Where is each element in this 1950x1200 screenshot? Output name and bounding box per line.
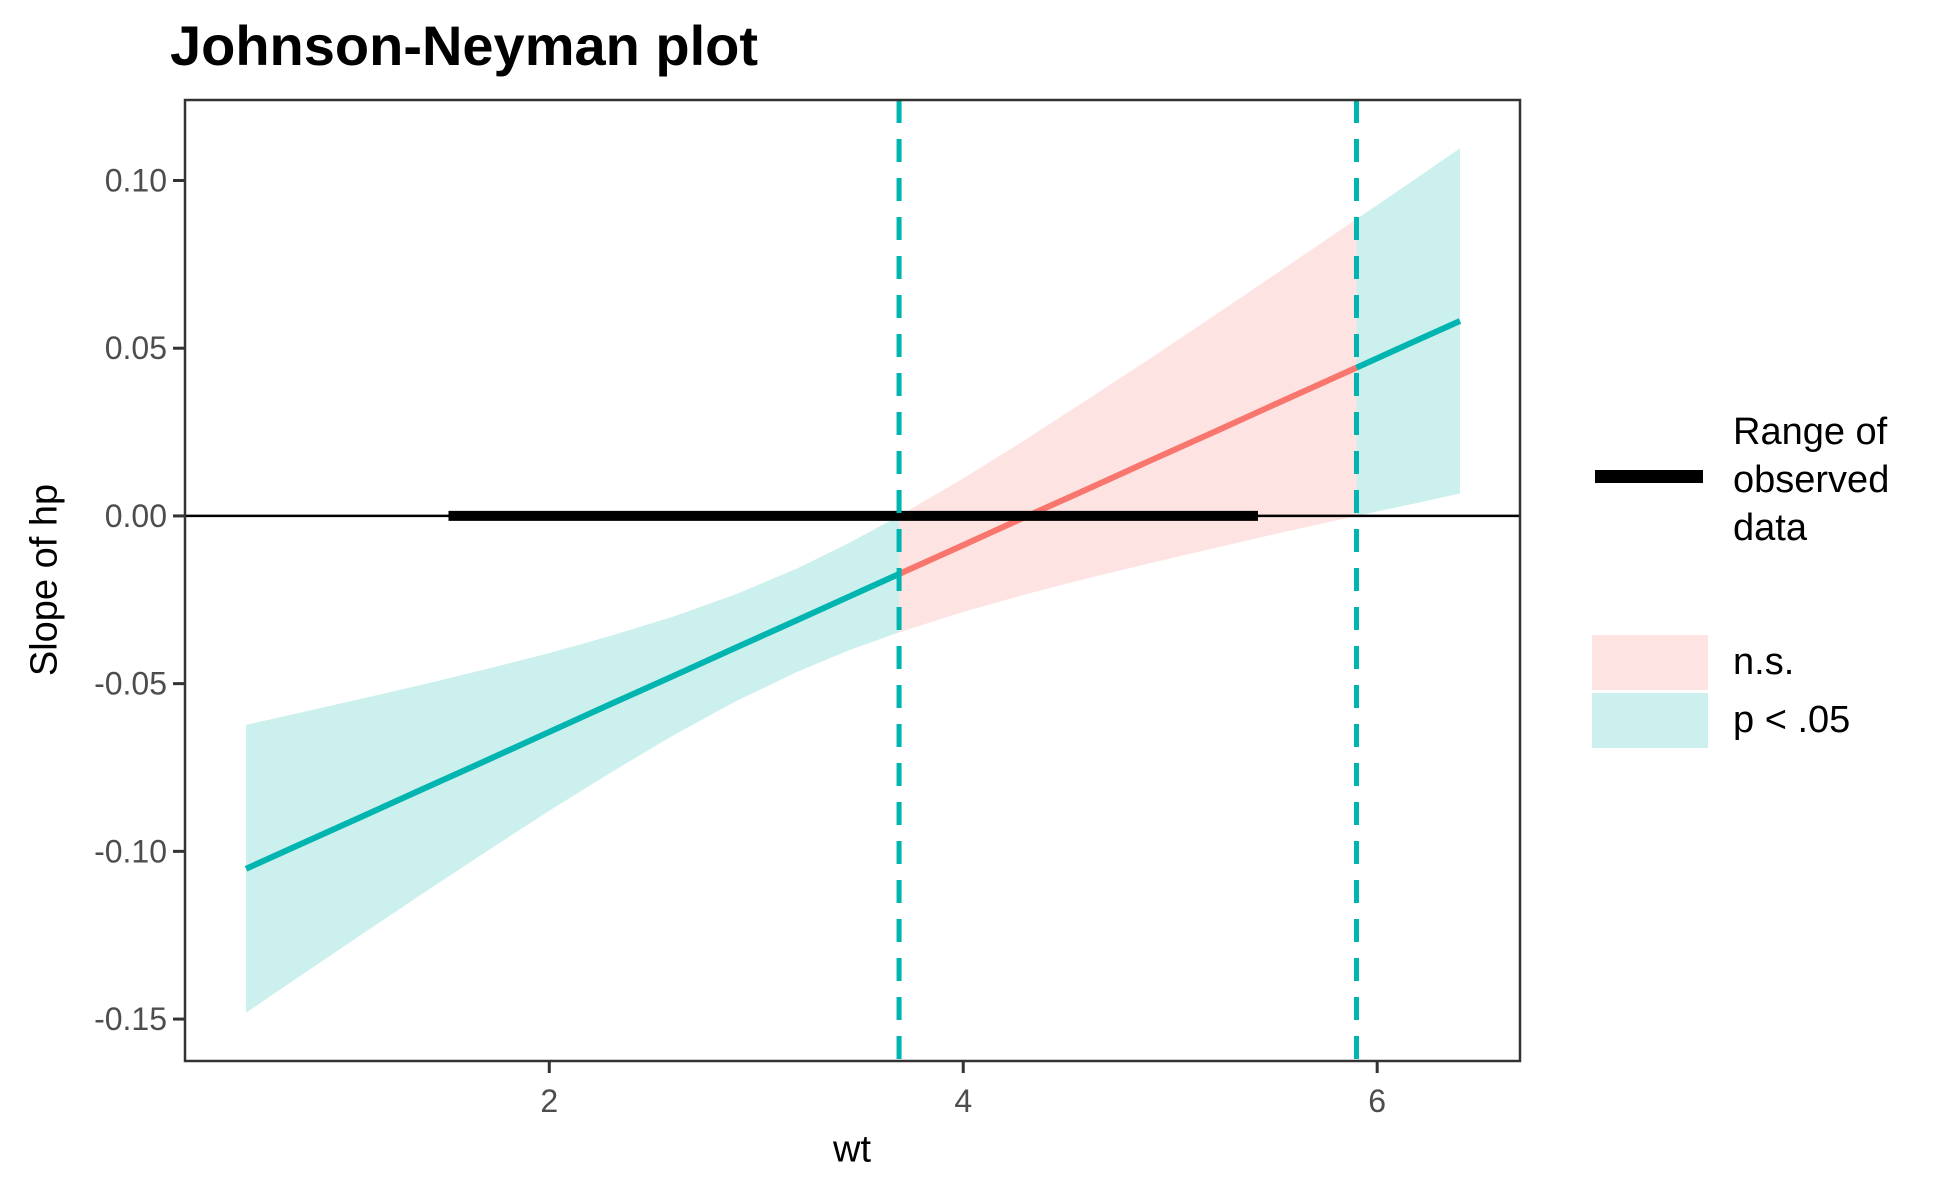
ns-label: n.s. <box>1733 641 1795 683</box>
slope-line-significant-low <box>244 571 901 872</box>
confidence-ribbon-significant-low <box>246 515 900 1013</box>
ns-ribbon-swatch <box>1592 635 1708 690</box>
y-axis-title: Slope of hp <box>23 483 66 677</box>
y-tick-label: 0.00 <box>105 498 167 534</box>
observed-range-swatch <box>1595 470 1703 483</box>
slope-line-not-significant <box>897 364 1358 577</box>
x-tick-label: 2 <box>540 1083 558 1119</box>
confidence-ribbon-significant-high <box>1356 148 1460 516</box>
sig-ribbon-swatch <box>1592 693 1708 748</box>
x-axis-title: wt <box>833 1128 871 1171</box>
legend: Range of observed data n.s. p < .05 <box>1560 380 1950 800</box>
slope-line-significant-high <box>1355 318 1462 371</box>
panel-border <box>183 98 1522 1063</box>
y-tick-label: -0.05 <box>94 666 167 702</box>
x-tick-label: 4 <box>954 1083 972 1119</box>
y-tick-label: -0.15 <box>94 1001 167 1037</box>
observed-range-label: Range of observed data <box>1733 411 1890 549</box>
x-tick-label: 6 <box>1368 1083 1386 1119</box>
y-tick-label: 0.10 <box>105 163 167 199</box>
y-tick-label: -0.10 <box>94 833 167 869</box>
y-tick-label: 0.05 <box>105 330 167 366</box>
sig-label: p < .05 <box>1733 699 1851 741</box>
plot-title: Johnson-Neyman plot <box>170 14 759 77</box>
confidence-ribbon-not-significant <box>899 219 1357 633</box>
